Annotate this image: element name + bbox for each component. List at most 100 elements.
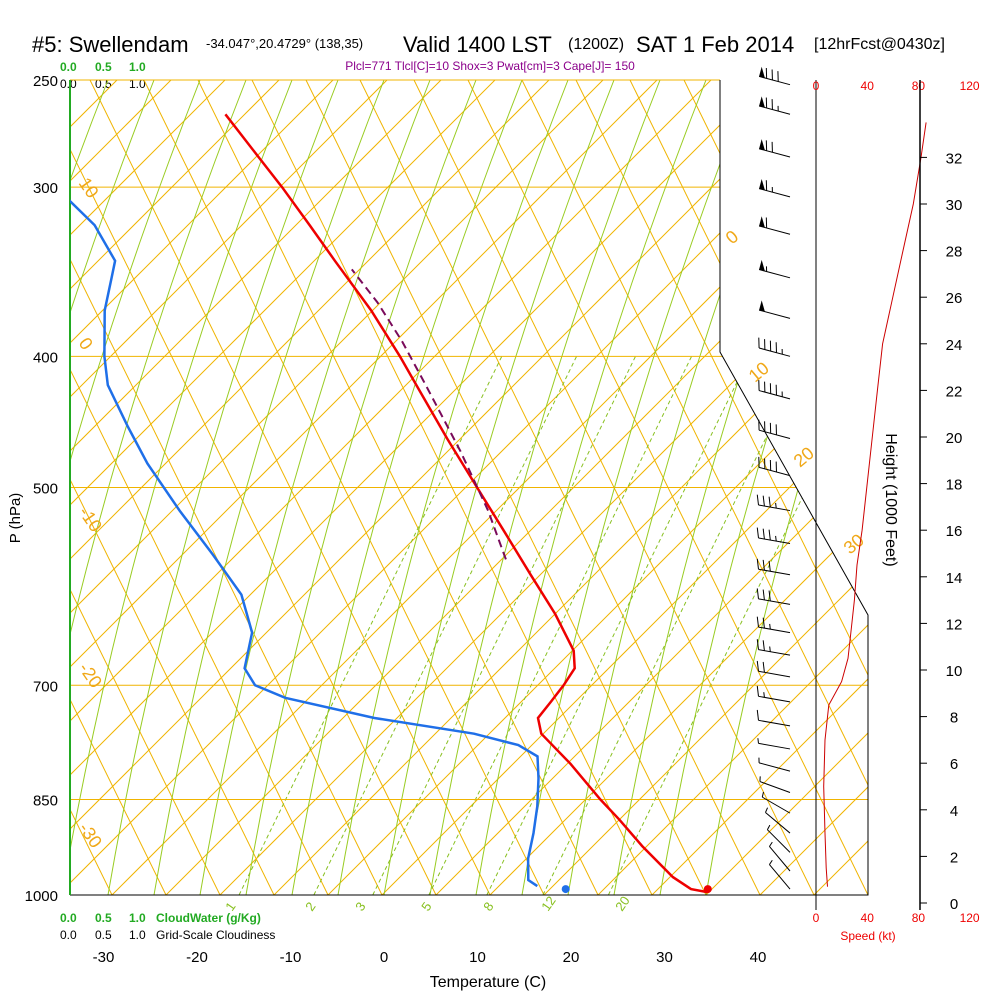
wind-barb-full: [756, 558, 759, 570]
wind-barb: [765, 807, 791, 834]
wind-barb: [758, 178, 791, 198]
mixing-ratio-line: [542, 356, 807, 895]
wind-barb-full: [756, 527, 759, 539]
wind-barb-full: [762, 559, 765, 571]
mixing-ratio-label: 8: [480, 899, 496, 914]
wind-barb-flag: [759, 66, 765, 78]
temp-tick-30: 30: [656, 949, 673, 966]
wind-barb-staff: [758, 695, 791, 703]
wind-barb: [758, 337, 791, 357]
speed-tick-bottom-80: 80: [912, 911, 926, 925]
dry-adiabat-line: [70, 80, 167, 895]
pressure-tick-1000: 1000: [25, 888, 58, 905]
wind-barb-full: [756, 494, 759, 506]
pressure-tick-700: 700: [33, 678, 58, 695]
wind-barb-staff: [758, 537, 791, 545]
wind-barb: [758, 66, 791, 86]
dry-adiabat-label: -30: [75, 819, 106, 852]
wind-barb-staff: [758, 390, 791, 400]
dry-adiabat-line: [70, 80, 334, 895]
wind-barb-half: [775, 502, 777, 509]
temperature-surface-marker: [703, 885, 712, 894]
surface-markers: [561, 885, 712, 894]
temp-tick--10: -10: [280, 949, 302, 966]
height-tick-32: 32: [946, 150, 963, 167]
wind-barb: [756, 616, 791, 634]
mixing-ratio-label: 12: [538, 893, 559, 913]
dew-point-profile: [70, 102, 540, 888]
height-tick-0: 0: [950, 896, 958, 913]
cloud-scale-top-black-0: 0.0: [60, 77, 77, 91]
wind-barb-full: [756, 660, 759, 672]
dry-adiabat-line: [543, 80, 868, 895]
height-tick-12: 12: [946, 616, 963, 633]
wind-barb: [756, 527, 791, 545]
dry-adiabat-line: [705, 80, 868, 895]
temperature-profile: [224, 113, 708, 894]
wind-barb: [756, 588, 791, 605]
wind-barb: [758, 259, 791, 279]
stability-indices: Plcl=771 Tlcl[C]=10 Shox=3 Pwat[cm]=3 Ca…: [345, 59, 635, 73]
height-tick-6: 6: [950, 756, 958, 773]
mixing-ratio-label: 20: [612, 893, 633, 913]
wind-barb-half: [763, 692, 765, 698]
wind-barb: [758, 96, 791, 115]
dry-adiabat-line: [0, 80, 4, 895]
wind-barb: [756, 685, 791, 703]
wind-barb: [758, 419, 791, 439]
dry-adiabat-line: [489, 80, 868, 895]
wind-barb-flag: [759, 139, 765, 151]
speed-tick-bottom-120: 120: [960, 911, 980, 925]
zulu-time: (1200Z): [568, 36, 624, 53]
mixing-ratio-label: 3: [352, 899, 368, 914]
wind-barb-staff: [758, 742, 791, 750]
wind-barb-half: [769, 646, 771, 652]
mixing-ratio-label: 5: [418, 899, 434, 914]
wind-barb-staff: [758, 105, 791, 115]
wind-barb: [758, 139, 791, 158]
wind-barb: [761, 791, 791, 814]
wind-barb-half: [765, 807, 769, 813]
plot-frame: [69, 80, 869, 896]
dry-adiabat-line: [845, 80, 868, 895]
dew-point-surface-marker: [561, 885, 570, 894]
wind-barb-flag: [759, 178, 765, 191]
wind-barb-full: [768, 529, 771, 541]
wind-barb-full: [762, 495, 765, 507]
temp-tick--30: -30: [93, 949, 115, 966]
temp-tick-40: 40: [750, 949, 767, 966]
sounding-profiles: [70, 102, 708, 894]
x-axis-label: Temperature (C): [430, 974, 546, 991]
speed-tick-top-40: 40: [861, 79, 875, 93]
valid-time: Valid 1400 LST: [403, 32, 552, 57]
wind-barb: [756, 558, 791, 576]
pressure-axis: 250 300 400 500 700 850 1000: [25, 73, 58, 905]
wind-barb-full: [762, 640, 765, 651]
dry-adiabat-label: -20: [75, 659, 106, 692]
cloud-scale-top-green-1: 0.5: [95, 60, 112, 74]
height-tick-16: 16: [946, 523, 963, 540]
wind-barb-half: [775, 535, 777, 542]
height-tick-18: 18: [946, 477, 963, 494]
cloud-scale-bottom: 0.0 0.5 1.0 CloudWater (g/Kg) 0.0 0.5 1.…: [60, 911, 275, 942]
pressure-tick-300: 300: [33, 180, 58, 197]
mixing-ratio-labels: 1 2 3 5 8 12 20: [222, 893, 633, 913]
cloud-scale-top-black-1: 0.5: [95, 77, 112, 91]
wind-barb-staff: [759, 781, 791, 793]
moist-adiabat-line: [70, 80, 201, 895]
dry-adiabat-label: 0: [75, 334, 97, 354]
temp-tick-0: 0: [380, 949, 388, 966]
height-tick-24: 24: [946, 337, 963, 354]
wind-barb-flag: [759, 216, 765, 228]
temp-tick-20: 20: [563, 949, 580, 966]
wind-speed-profile: [823, 122, 927, 887]
wind-barb: [758, 757, 791, 772]
wind-barb-staff: [758, 719, 791, 727]
wind-barb-staff: [758, 429, 791, 439]
height-tick-28: 28: [946, 244, 963, 261]
height-axis-label: Height (1000 Feet): [882, 433, 899, 566]
wind-barb: [758, 216, 791, 235]
dry-adiabat-line: [976, 80, 1000, 895]
dry-adiabat-line: [651, 80, 868, 895]
dry-adiabat-label: 10: [75, 174, 103, 202]
